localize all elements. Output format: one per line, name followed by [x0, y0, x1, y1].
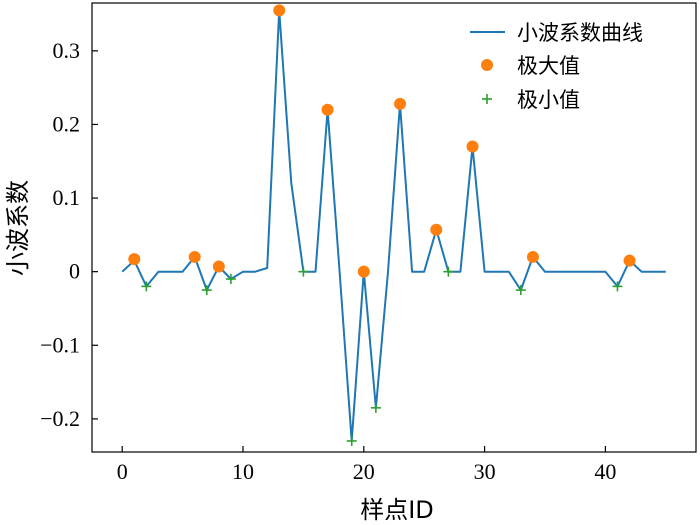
max-point: [128, 253, 141, 266]
x-tick-label: 30: [474, 459, 496, 484]
legend-label-max: 极大值: [517, 54, 580, 78]
min-point: [225, 274, 236, 285]
max-point: [212, 260, 225, 273]
max-point: [430, 223, 443, 236]
x-tick-label: 10: [232, 459, 254, 484]
min-point: [346, 435, 357, 446]
y-axis: −0.2 −0.1 0 0.1 0.2 0.3: [40, 38, 98, 431]
min-point: [443, 266, 454, 277]
y-tick-label: −0.1: [40, 332, 80, 357]
plot-frame: [91, 2, 697, 453]
y-tick-label: 0.2: [53, 111, 81, 136]
x-tick-label: 0: [117, 459, 128, 484]
max-point: [321, 103, 334, 116]
min-point: [370, 402, 381, 413]
max-point: [394, 97, 407, 110]
max-point: [188, 250, 201, 263]
max-point: [466, 140, 479, 153]
max-point: [273, 4, 286, 17]
x-tick-label: 40: [594, 459, 616, 484]
y-tick-label: 0.1: [53, 185, 81, 210]
min-point: [612, 281, 623, 292]
y-tick-label: 0: [69, 259, 80, 284]
legend: 小波系数曲线 极大值 极小值: [470, 21, 643, 112]
x-axis: 0 10 20 30 40: [117, 446, 616, 484]
y-tick-label: −0.2: [40, 406, 80, 431]
y-axis-title: 小波系数: [4, 180, 32, 276]
max-point: [357, 265, 370, 278]
plot-marks: [121, 4, 666, 446]
legend-label-curve: 小波系数曲线: [517, 21, 643, 45]
legend-min-swatch: [482, 94, 492, 104]
min-point: [141, 281, 152, 292]
y-tick-label: 0.3: [53, 38, 81, 63]
legend-label-min: 极小值: [517, 88, 580, 112]
x-tick-label: 20: [353, 459, 375, 484]
series-line-wavelet-curve: [121, 9, 666, 442]
min-point: [201, 285, 212, 296]
x-axis-title: 样点ID: [360, 496, 434, 524]
max-point: [526, 250, 539, 263]
legend-max-swatch: [481, 59, 493, 71]
min-point: [515, 285, 526, 296]
min-point: [298, 266, 309, 277]
max-point: [623, 254, 636, 267]
